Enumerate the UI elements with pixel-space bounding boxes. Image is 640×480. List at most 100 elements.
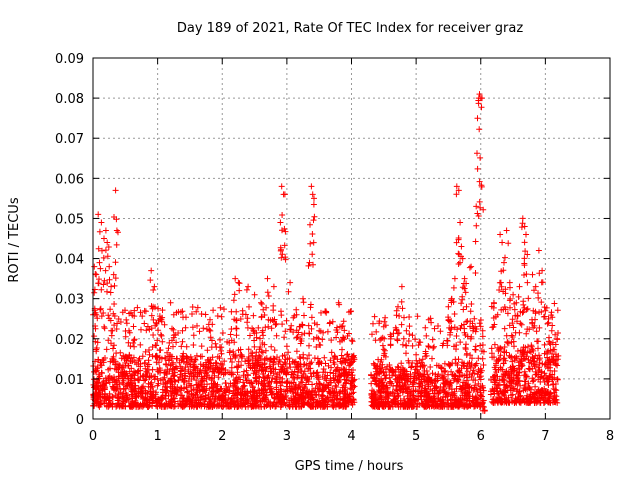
data-point: [157, 331, 164, 338]
data-point: [277, 403, 284, 410]
data-point: [398, 298, 405, 305]
data-point: [454, 378, 460, 385]
data-point: [455, 187, 462, 194]
data-point: [393, 382, 400, 389]
data-point: [281, 388, 287, 395]
data-point: [104, 280, 111, 287]
data-point: [500, 389, 506, 396]
data-point: [129, 384, 136, 390]
data-point: [307, 221, 313, 228]
data-point: [400, 388, 406, 395]
data-point: [508, 332, 515, 339]
data-point: [322, 402, 329, 409]
data-point: [179, 376, 186, 383]
data-point: [135, 357, 142, 364]
data-point: [430, 345, 437, 351]
data-point: [501, 259, 507, 266]
data-point: [310, 387, 317, 394]
data-point: [387, 335, 394, 342]
data-point: [262, 375, 269, 382]
data-point: [418, 387, 425, 394]
data-point: [194, 392, 201, 398]
data-point: [115, 391, 122, 397]
data-point: [290, 358, 297, 365]
data-point: [406, 359, 412, 366]
data-point: [221, 358, 228, 365]
data-point: [309, 191, 316, 198]
data-point: [299, 379, 306, 386]
data-point: [532, 368, 539, 375]
data-point: [407, 391, 414, 398]
data-point: [516, 388, 523, 395]
data-point: [231, 392, 238, 399]
data-point: [421, 403, 428, 410]
data-point: [501, 349, 508, 356]
data-point: [179, 338, 186, 345]
data-point: [381, 335, 388, 342]
data-point: [174, 355, 181, 362]
data-point: [388, 366, 395, 373]
data-point: [93, 271, 100, 278]
data-point: [275, 400, 281, 407]
data-point: [153, 399, 159, 406]
data-point: [457, 325, 464, 332]
data-point: [162, 395, 169, 402]
data-point: [205, 321, 212, 328]
data-point: [277, 244, 284, 251]
data-point: [111, 376, 118, 383]
data-point: [293, 392, 299, 399]
data-point: [212, 340, 219, 347]
data-point: [533, 328, 540, 335]
data-point: [446, 385, 452, 391]
data-point: [138, 326, 144, 333]
data-point: [468, 301, 475, 307]
data-point: [456, 372, 463, 379]
data-point: [251, 389, 258, 396]
data-point: [297, 355, 304, 362]
data-point: [505, 240, 512, 247]
data-point: [230, 297, 237, 304]
data-point: [349, 338, 356, 345]
data-point: [514, 318, 520, 325]
data-point: [122, 333, 129, 340]
data-point: [491, 373, 498, 380]
data-point: [409, 332, 416, 339]
data-point: [393, 326, 400, 333]
data-point: [123, 320, 130, 327]
data-point: [122, 360, 129, 366]
data-point: [494, 311, 501, 318]
data-point: [498, 345, 504, 352]
data-point: [526, 366, 533, 373]
data-point: [420, 363, 427, 370]
data-point: [497, 352, 504, 359]
data-point: [462, 332, 469, 338]
data-point: [131, 343, 138, 350]
data-point: [314, 321, 321, 328]
data-point: [340, 382, 347, 389]
data-point: [162, 379, 169, 386]
data-point: [536, 355, 543, 362]
data-point: [335, 379, 342, 386]
data-point: [169, 399, 176, 406]
data-point: [516, 329, 523, 336]
data-point: [305, 378, 312, 385]
data-point: [532, 283, 539, 290]
data-point: [218, 313, 225, 320]
data-point: [491, 364, 498, 371]
data-point: [453, 333, 460, 339]
data-point: [547, 341, 554, 348]
data-point: [273, 320, 280, 327]
data-point: [497, 231, 504, 238]
data-point: [412, 336, 419, 343]
data-point: [99, 247, 105, 254]
data-point: [490, 396, 497, 402]
data-point: [437, 328, 444, 335]
data-point: [410, 392, 417, 399]
data-point: [158, 316, 165, 323]
data-point: [412, 363, 419, 370]
data-point: [293, 311, 300, 318]
data-point: [244, 324, 251, 331]
data-point: [511, 343, 517, 350]
data-point: [448, 368, 455, 375]
data-point: [281, 242, 288, 249]
